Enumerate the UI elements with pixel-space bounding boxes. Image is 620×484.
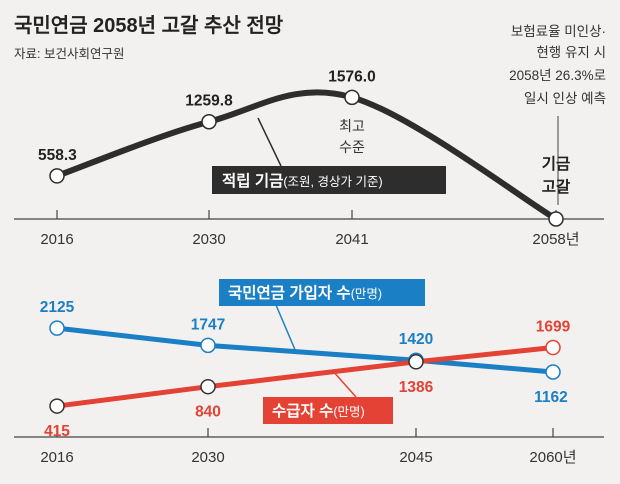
subscribers-label-pointer — [275, 304, 297, 353]
recipients-point-2060 — [545, 339, 561, 356]
recipients-series-unit: (만명) — [333, 405, 364, 419]
peak-annotation-line-1: 최고 — [339, 118, 365, 134]
chart-title: 국민연금 2058년 고갈 추산 전망 — [14, 14, 284, 37]
fund-series-unit: (조원, 경상가 기준) — [283, 175, 382, 189]
fund-tick-label-2016: 2016 — [40, 231, 73, 248]
depletion-annotation-line-1: 기금 — [542, 155, 571, 173]
subscribers-point-2016 — [49, 320, 65, 336]
chart-source: 자료: 보건사회연구원 — [14, 47, 124, 61]
peak-annotation-line-2: 수준 — [339, 139, 365, 155]
subscribers-series-line — [54, 325, 556, 375]
recipients-series-line — [54, 345, 556, 409]
recipients-series-name: 수급자 수 — [272, 402, 333, 420]
subscribers-series-name: 국민연금 가입자 수 — [228, 284, 351, 302]
recipients-value-label-2030: 840 — [195, 404, 221, 421]
fund-tick-label-2058: 2058년 — [532, 231, 579, 248]
population-tick-label-2045: 2045 — [399, 449, 432, 466]
fund-label-box — [212, 166, 446, 194]
subscribers-point-2060 — [545, 364, 561, 380]
population-tick-label-2016: 2016 — [40, 449, 73, 466]
recipients-point-2016 — [49, 398, 65, 414]
note-line-1: 보험료율 미인상· — [511, 24, 606, 39]
depletion-annotation-line-2: 고갈 — [542, 178, 571, 196]
recipients-point-2030 — [200, 378, 216, 395]
subscribers-label-box — [219, 279, 425, 306]
fund-point-2041 — [344, 89, 360, 106]
population-tick-label-2030: 2030 — [191, 449, 224, 466]
note-line-2: 현행 유지 시 — [536, 45, 606, 60]
fund-value-label-2016: 558.3 — [38, 147, 77, 164]
recipients-value-label-2060: 1699 — [536, 319, 571, 336]
population-tick-label-2060: 2060년 — [529, 449, 576, 466]
fund-point-2058 — [548, 211, 564, 227]
subscribers-value-label-2016: 2125 — [40, 299, 75, 316]
recipients-point-2045 — [408, 354, 424, 370]
recipients-value-label-2045: 1386 — [399, 379, 434, 396]
recipients-label-pointer — [331, 369, 357, 398]
subscribers-legend-label: 국민연금 가입자 수(만명) — [228, 284, 382, 302]
fund-point-2016 — [49, 168, 65, 184]
subscribers-value-label-2060: 1162 — [534, 389, 568, 406]
recipients-legend-label: 수급자 수(만명) — [272, 402, 365, 420]
note-line-4: 일시 인상 예측 — [524, 91, 606, 106]
fund-tick-label-2041: 2041 — [335, 231, 368, 248]
fund-series-line — [54, 89, 559, 222]
fund-point-2030 — [201, 113, 217, 130]
policy-note: 보험료율 미인상· 현행 유지 시 2058년 26.3%로 일시 인상 예측 — [509, 24, 606, 106]
subscribers-value-label-2045: 1420 — [399, 331, 433, 348]
fund-label-pointer — [257, 117, 282, 167]
fund-value-label-2041: 1576.0 — [328, 68, 375, 85]
subscribers-series-unit: (만명) — [351, 287, 382, 301]
fund-tick-label-2030: 2030 — [192, 231, 225, 248]
note-line-3: 2058년 26.3%로 — [509, 68, 606, 83]
recipients-label-box — [263, 397, 393, 424]
recipients-value-label-2016: 415 — [44, 423, 70, 440]
subscribers-point-2030 — [200, 337, 216, 354]
subscribers-value-label-2030: 1747 — [191, 316, 225, 333]
fund-series-name: 적립 기금 — [222, 172, 283, 190]
fund-legend-label: 적립 기금(조원, 경상가 기준) — [222, 172, 383, 190]
fund-value-label-2030: 1259.8 — [185, 93, 233, 110]
